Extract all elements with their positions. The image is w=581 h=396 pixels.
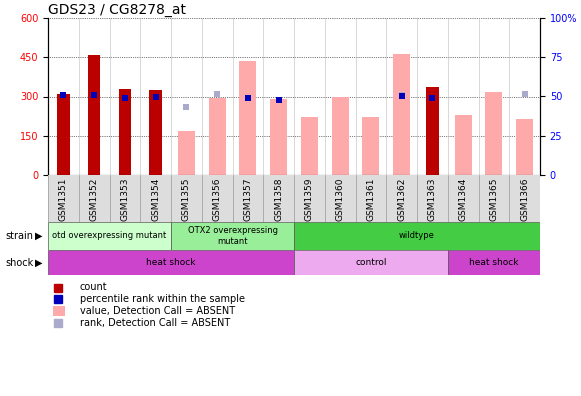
Bar [171,222,294,250]
Bar [178,131,195,175]
Text: GSM1366: GSM1366 [520,177,529,221]
Text: GSM1363: GSM1363 [428,177,437,221]
Text: ▶: ▶ [35,257,42,268]
Bar [455,115,472,175]
Text: OTX2 overexpressing
mutant: OTX2 overexpressing mutant [188,226,278,246]
Text: GSM1361: GSM1361 [367,177,375,221]
Bar [209,98,225,175]
Text: percentile rank within the sample: percentile rank within the sample [80,294,245,304]
Text: strain: strain [6,231,34,241]
Bar [88,55,101,175]
Bar [57,94,70,175]
Bar [48,222,171,250]
Text: otd overexpressing mutant: otd overexpressing mutant [52,232,167,240]
Text: heat shock: heat shock [146,258,196,267]
Text: control: control [355,258,386,267]
Bar [332,97,349,175]
Bar [239,61,256,175]
Bar [448,250,540,275]
Bar [426,88,439,175]
Bar [516,119,533,175]
Text: GDS23 / CG8278_at: GDS23 / CG8278_at [48,3,186,17]
Text: GSM1355: GSM1355 [182,177,191,221]
Bar [301,118,318,175]
Text: GSM1359: GSM1359 [305,177,314,221]
Text: wildtype: wildtype [399,232,435,240]
Text: GSM1362: GSM1362 [397,177,406,221]
Text: GSM1353: GSM1353 [120,177,130,221]
Text: GSM1364: GSM1364 [458,177,468,221]
Bar [48,250,294,275]
Bar [53,306,65,316]
Text: GSM1356: GSM1356 [213,177,221,221]
Text: rank, Detection Call = ABSENT: rank, Detection Call = ABSENT [80,318,230,328]
Text: GSM1357: GSM1357 [243,177,252,221]
Bar [270,99,287,175]
Bar [393,54,410,175]
Text: GSM1365: GSM1365 [489,177,498,221]
Text: value, Detection Call = ABSENT: value, Detection Call = ABSENT [80,306,235,316]
Bar [149,90,162,175]
Bar [363,118,379,175]
Bar [485,92,503,175]
Text: GSM1360: GSM1360 [336,177,345,221]
Text: GSM1358: GSM1358 [274,177,283,221]
Text: GSM1352: GSM1352 [89,177,99,221]
Text: heat shock: heat shock [469,258,519,267]
Bar [119,89,131,175]
Text: GSM1351: GSM1351 [59,177,68,221]
Text: shock: shock [6,257,34,268]
Bar [294,222,540,250]
Bar [294,250,448,275]
Text: GSM1354: GSM1354 [151,177,160,221]
Text: ▶: ▶ [35,231,42,241]
Text: count: count [80,282,107,293]
